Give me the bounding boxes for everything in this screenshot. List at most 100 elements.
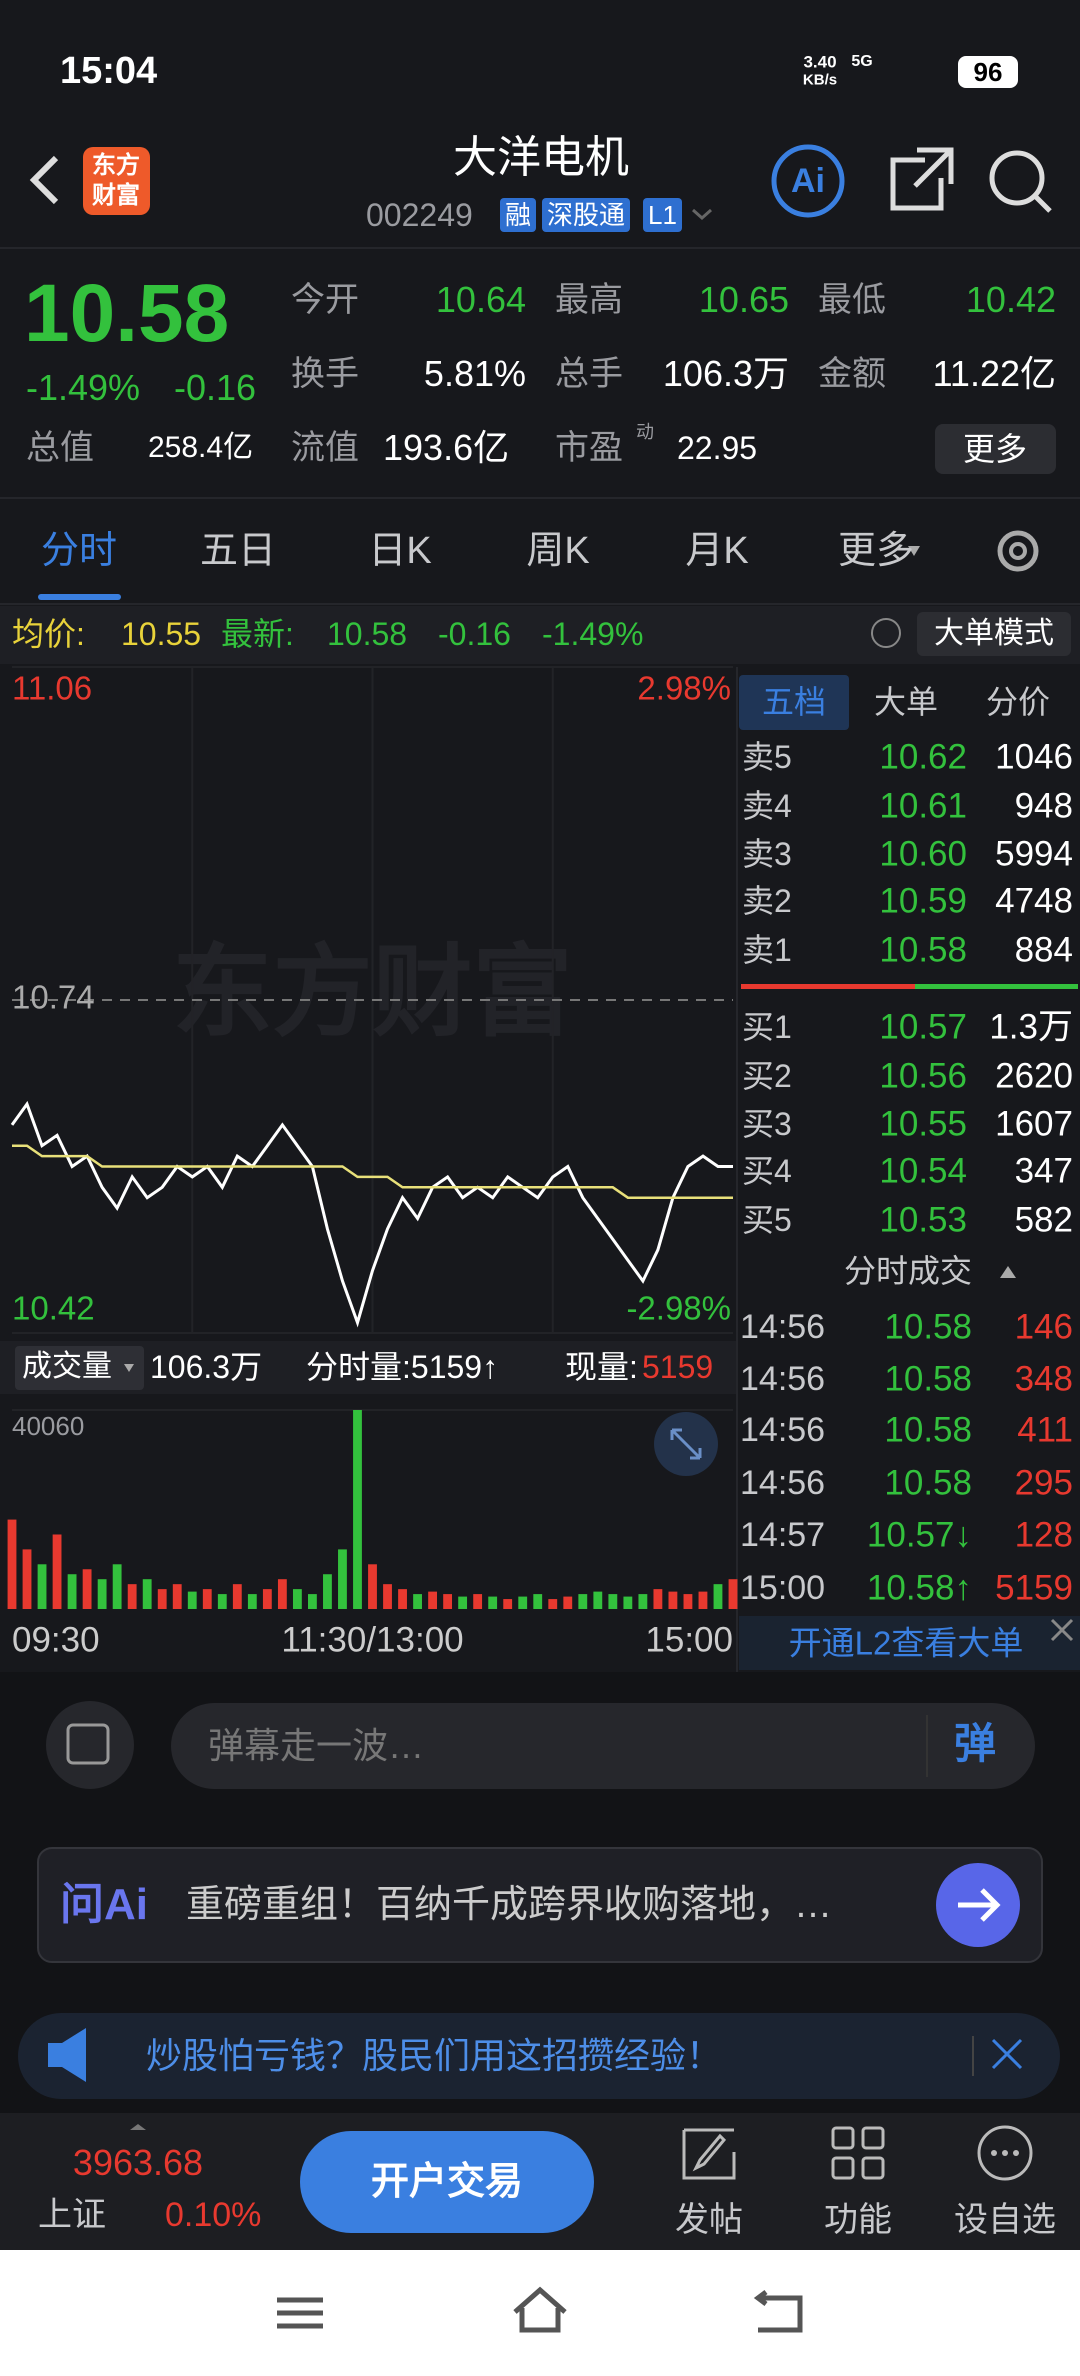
x-tick-label: 15:00 [645,1620,733,1659]
mode-button[interactable]: 大单模式 [934,617,1054,650]
volume-bar [277,1579,287,1609]
last-price: 10.58 [24,268,230,359]
bid-price: 10.54 [879,1151,967,1191]
notice-bar[interactable] [18,2013,1060,2099]
volume-select-bg[interactable] [15,1346,144,1390]
ai-label[interactable]: Ai [791,162,825,200]
post-icon[interactable] [682,2128,736,2180]
share-icon[interactable] [890,147,954,211]
trades-title: 分时成交 [843,1253,973,1289]
last-label: 最新: [221,616,294,652]
orderbook-tab[interactable]: 五档 [761,684,827,720]
banner-bg[interactable] [739,1616,1080,1670]
volume-bar [668,1591,678,1609]
volume-bar [202,1589,212,1609]
bid-label: 买4 [742,1153,792,1189]
trade-volume: 5159 [995,1568,1073,1608]
ai-icon[interactable] [771,144,845,218]
tab[interactable]: 月K [685,530,749,572]
function-icon[interactable] [831,2126,885,2180]
logo-text: 财富 [92,182,140,209]
more-button-bg[interactable] [935,424,1056,474]
trade-price: 10.57↓ [866,1515,972,1555]
stat-label: 金额 [818,355,886,393]
more-button[interactable]: 更多 [962,431,1028,467]
volume-bar [413,1594,422,1609]
nav-item[interactable]: 设自选 [954,2201,1056,2239]
ai-bar[interactable] [37,1847,1043,1963]
back-icon[interactable] [29,155,59,205]
section-divider [0,603,1080,605]
tab[interactable]: 日K [368,530,432,572]
ask-price: 10.58 [879,930,967,970]
volume-select[interactable]: 成交量 [22,1350,112,1383]
volume-bar [112,1564,122,1609]
y-tick-label: 40060 [12,1411,84,1441]
orderbook-tab[interactable]: 分价 [985,684,1051,720]
trade-price: 10.58 [884,1463,972,1503]
volume-bar [578,1594,588,1609]
notice-text[interactable]: 炒股怕亏钱？股民们用这招攒经验！ [146,2035,723,2076]
nav-item[interactable]: 发帖 [675,2201,743,2239]
home-key[interactable] [513,2286,567,2333]
logo-bg [83,147,150,215]
back-key[interactable] [753,2290,803,2333]
help-icon[interactable] [871,618,901,648]
ask-price: 10.62 [879,737,967,777]
change: -0.16 [438,616,511,652]
settings-icon[interactable] [997,530,1039,572]
comment-icon-bg[interactable] [46,1701,134,1789]
dropdown-icon [124,1364,134,1372]
nav-item[interactable]: 功能 [824,2201,892,2239]
volume-bar [398,1589,407,1609]
l2-banner[interactable]: 开通L2查看大单 [788,1624,1024,1662]
change-pct: -1.49% [26,367,141,408]
bid-volume: 1607 [995,1104,1073,1144]
mode-button-bg[interactable] [917,612,1071,656]
close-icon[interactable] [991,2038,1023,2070]
menu-key[interactable] [277,2297,323,2329]
volume-bar [323,1574,332,1609]
tab[interactable]: 更多 [837,530,915,572]
ask-label: 卖5 [742,739,792,775]
expand-arrow [670,1428,702,1460]
volume-bar [217,1594,227,1609]
y2-tick-label: 2.98% [637,670,731,707]
ai-text: 重磅重组！百纳千成跨界收购落地，… [186,1884,833,1926]
volume-bar [473,1594,483,1609]
trade-button-bg[interactable] [300,2131,594,2233]
stat-value: 22.95 [677,430,758,466]
comment-placeholder: 弹幕走一波… [208,1725,425,1766]
danmu-button[interactable]: 弹 [953,1720,997,1767]
volume-bar [292,1589,302,1609]
tab[interactable]: 分时 [40,530,118,572]
volume-bar [7,1519,17,1609]
trade-button[interactable]: 开户交易 [370,2161,524,2203]
stat-value: 10.65 [698,279,789,320]
watchlist-icon[interactable] [977,2125,1033,2181]
volume-bar [728,1579,738,1609]
current-label: 现量: [565,1349,638,1385]
trade-volume: 295 [1014,1463,1073,1503]
dots [991,2150,1019,2156]
sort-icon [1000,1266,1016,1278]
volume-bar [458,1596,468,1609]
trade-volume: 146 [1014,1307,1073,1347]
volume-bar [97,1579,107,1609]
close-icon[interactable] [1050,1618,1074,1642]
bid-price: 10.53 [879,1200,967,1240]
comment-input[interactable] [171,1703,1035,1789]
tab[interactable]: 周K [526,530,590,572]
expand-indicator [130,2124,146,2130]
orderbook-tab-bg[interactable] [739,675,849,730]
settings-icon [1009,542,1027,560]
orderbook-tab[interactable]: 大单 [873,684,939,720]
search-icon[interactable] [989,150,1045,206]
search-handle [1033,194,1052,213]
bid-price: 10.57 [879,1007,967,1047]
stat-label: 今开 [291,281,359,319]
tab[interactable]: 五日 [199,530,277,572]
clock: 15:04 [60,50,158,92]
badge: 深股通 [542,198,631,232]
volume-bar [653,1589,663,1609]
